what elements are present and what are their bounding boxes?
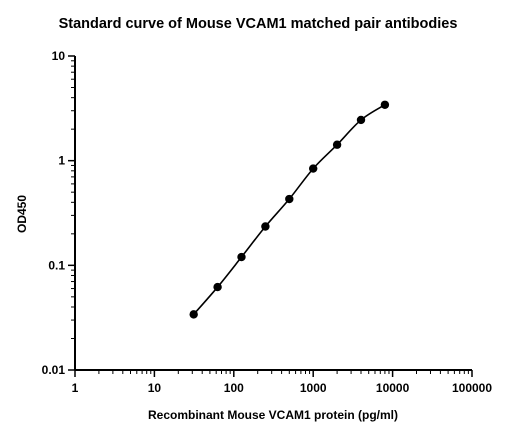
- data-point: [237, 252, 246, 262]
- data-point: [285, 194, 294, 204]
- axes: [74, 56, 472, 371]
- fit-curve-layer: [193, 104, 386, 315]
- data-point: [332, 140, 342, 149]
- data-point: [380, 100, 390, 109]
- chart-title: Standard curve of Mouse VCAM1 matched pa…: [59, 16, 458, 32]
- y-tick-label: 0.01: [42, 363, 66, 377]
- x-tick-label: 100: [224, 381, 244, 395]
- data-point: [309, 164, 318, 173]
- y-tick-label: 1: [58, 154, 65, 168]
- data-point: [261, 222, 270, 231]
- data-point: [356, 115, 366, 125]
- x-tick-label: 10000: [376, 381, 410, 395]
- y-tick-label: 10: [52, 49, 66, 63]
- y-axis-label: OD450: [15, 195, 29, 233]
- x-tick-label: 10: [148, 381, 162, 395]
- x-tick-label: 1000: [300, 381, 327, 395]
- x-axis-label: Recombinant Mouse VCAM1 protein (pg/ml): [148, 408, 398, 422]
- axis-ticks: [68, 55, 473, 377]
- data-points: [189, 100, 390, 319]
- fit-curve: [193, 104, 386, 315]
- axis-tick-labels: 1 10 100 1000 10000 100000 0.01 0.1 1 10: [42, 49, 493, 395]
- x-tick-label: 1: [72, 381, 79, 395]
- y-tick-label: 0.1: [48, 258, 65, 272]
- data-point: [213, 282, 222, 292]
- data-point: [189, 310, 198, 319]
- x-tick-label: 100000: [452, 381, 492, 395]
